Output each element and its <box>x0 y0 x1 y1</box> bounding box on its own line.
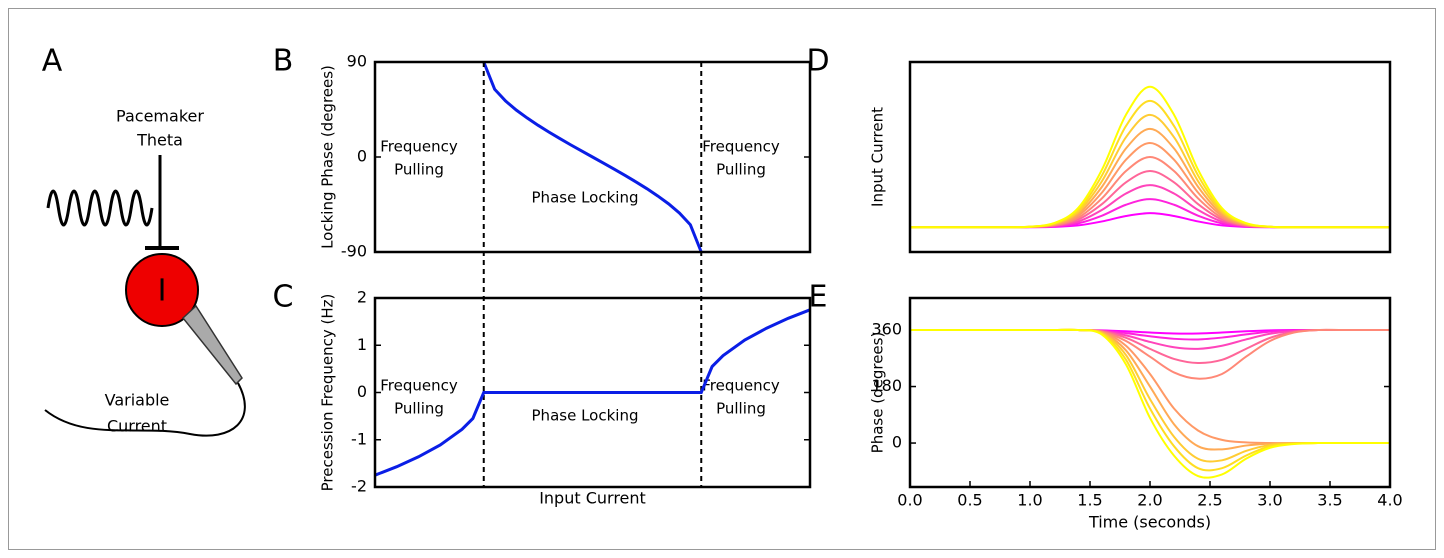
annotation: Frequency <box>702 377 780 395</box>
data-line <box>909 184 1390 229</box>
annotation: Phase Locking <box>532 189 639 207</box>
axes-frame <box>373 296 812 489</box>
annotation: Pulling <box>394 400 444 418</box>
electrode <box>181 304 243 386</box>
panel-letter: C <box>273 280 294 315</box>
y-axis-label: Locking Phase (degrees) <box>319 65 337 249</box>
y-axis-label: Phase (degrees) <box>869 332 887 454</box>
data-line <box>909 85 1390 229</box>
x-tick-label: 2.0 <box>1137 491 1162 510</box>
current-label: Variable <box>105 391 170 410</box>
y-tick-label: 360 <box>871 320 902 339</box>
x-tick-label: 4.0 <box>1377 491 1402 510</box>
y-tick-label: -90 <box>341 242 367 261</box>
panel: E Phase (degrees) Time (seconds) 0 180 360 0.0… <box>809 280 1403 532</box>
y-tick-label: -1 <box>351 429 367 448</box>
annotation: Pulling <box>716 400 766 418</box>
panel-letter: D <box>806 44 829 79</box>
y-tick-label: 2 <box>357 288 367 307</box>
x-axis-label: Input Current <box>539 489 646 508</box>
data-line <box>910 328 1390 479</box>
y-tick-label: -2 <box>351 477 367 496</box>
y-tick-label: 180 <box>871 376 902 395</box>
x-tick-label: 0.0 <box>897 491 922 510</box>
y-axis-label: Precession Frequency (Hz) <box>319 294 337 492</box>
panel-letter: A <box>42 44 63 79</box>
neuron-label: I <box>158 274 167 309</box>
axes-frame <box>908 60 1392 254</box>
neuron <box>125 253 199 327</box>
axes-frame <box>908 296 1392 489</box>
panel-letter: B <box>273 44 294 79</box>
x-tick-label: 2.5 <box>1197 491 1222 510</box>
y-tick-label: 0 <box>357 147 367 166</box>
annotation: Frequency <box>702 138 780 156</box>
y-tick-label: 0 <box>357 382 367 401</box>
pacemaker-label: Pacemaker <box>116 107 204 126</box>
data-line <box>909 99 1390 229</box>
x-tick-label: 3.5 <box>1317 491 1342 510</box>
wire <box>44 382 246 437</box>
axes-frame <box>373 60 812 254</box>
annotation: Phase Locking <box>532 407 639 425</box>
pacemaker-label: Theta <box>136 131 183 150</box>
x-tick-label: 1.5 <box>1077 491 1102 510</box>
data-line <box>374 308 811 477</box>
frame <box>8 8 1436 550</box>
theta-wave <box>46 189 154 227</box>
panel-a: A Pacemaker Theta I Variable Current <box>42 44 246 437</box>
y-axis-label: Input Current <box>869 107 887 207</box>
x-axis-label: Time (seconds) <box>1088 513 1211 532</box>
x-tick-label: 1.0 <box>1017 491 1042 510</box>
data-line <box>909 155 1390 229</box>
panel: B Locking Phase (degrees)-90 0 90 Frequency P… <box>273 44 812 261</box>
annotation: Pulling <box>716 161 766 179</box>
y-tick-label: 90 <box>347 52 367 71</box>
annotation: Frequency <box>380 377 458 395</box>
x-tick-label: 0.5 <box>957 491 982 510</box>
panel: C Precession Frequency (Hz) Input Current -… <box>273 280 812 508</box>
data-line <box>482 61 703 253</box>
annotation: Frequency <box>380 138 458 156</box>
panel-letter: E <box>809 280 828 315</box>
y-tick-label: 1 <box>357 335 367 354</box>
y-tick-label: 0 <box>892 433 902 452</box>
panel: D Input Current <box>806 44 1392 254</box>
current-label: Current <box>107 417 167 436</box>
data-line <box>909 212 1390 229</box>
x-tick-label: 3.0 <box>1257 491 1282 510</box>
data-line <box>910 328 1390 341</box>
data-line <box>910 328 1390 364</box>
annotation: Pulling <box>394 161 444 179</box>
